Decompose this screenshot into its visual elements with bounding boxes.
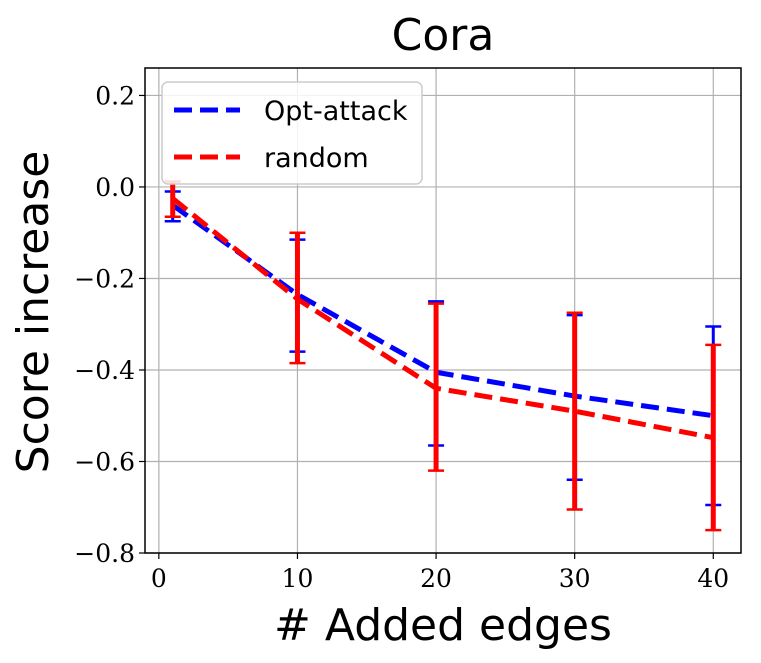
ticks: 0 10 20 30 40 −0.8 −0.6 −0.4 −0.2 0.0 0.2	[74, 81, 729, 593]
x-tick-label: 0	[151, 564, 167, 593]
chart-title: Cora	[392, 10, 495, 61]
x-tick-label: 10	[282, 564, 314, 593]
y-tick-label: 0.0	[95, 173, 135, 202]
series-random	[164, 180, 722, 532]
y-tick-label: 0.2	[95, 81, 135, 110]
legend: Opt-attack random	[161, 81, 423, 185]
x-tick-label: 20	[420, 564, 452, 593]
x-axis-label: # Added edges	[274, 600, 612, 651]
y-tick-label: −0.8	[74, 539, 135, 568]
y-axis-label: Score increase	[8, 151, 59, 474]
series-line	[171, 196, 714, 441]
y-tick-label: −0.6	[74, 447, 135, 476]
x-tick-label: 30	[559, 564, 591, 593]
series-line	[171, 203, 714, 419]
x-tick-label: 40	[697, 564, 729, 593]
legend-label: random	[264, 143, 369, 174]
y-tick-label: −0.4	[74, 356, 135, 385]
series-layer	[164, 180, 722, 532]
y-tick-label: −0.2	[74, 264, 135, 293]
plot-frame	[144, 67, 742, 554]
legend-label: Opt-attack	[264, 96, 408, 127]
series-opt-attack	[164, 190, 722, 507]
